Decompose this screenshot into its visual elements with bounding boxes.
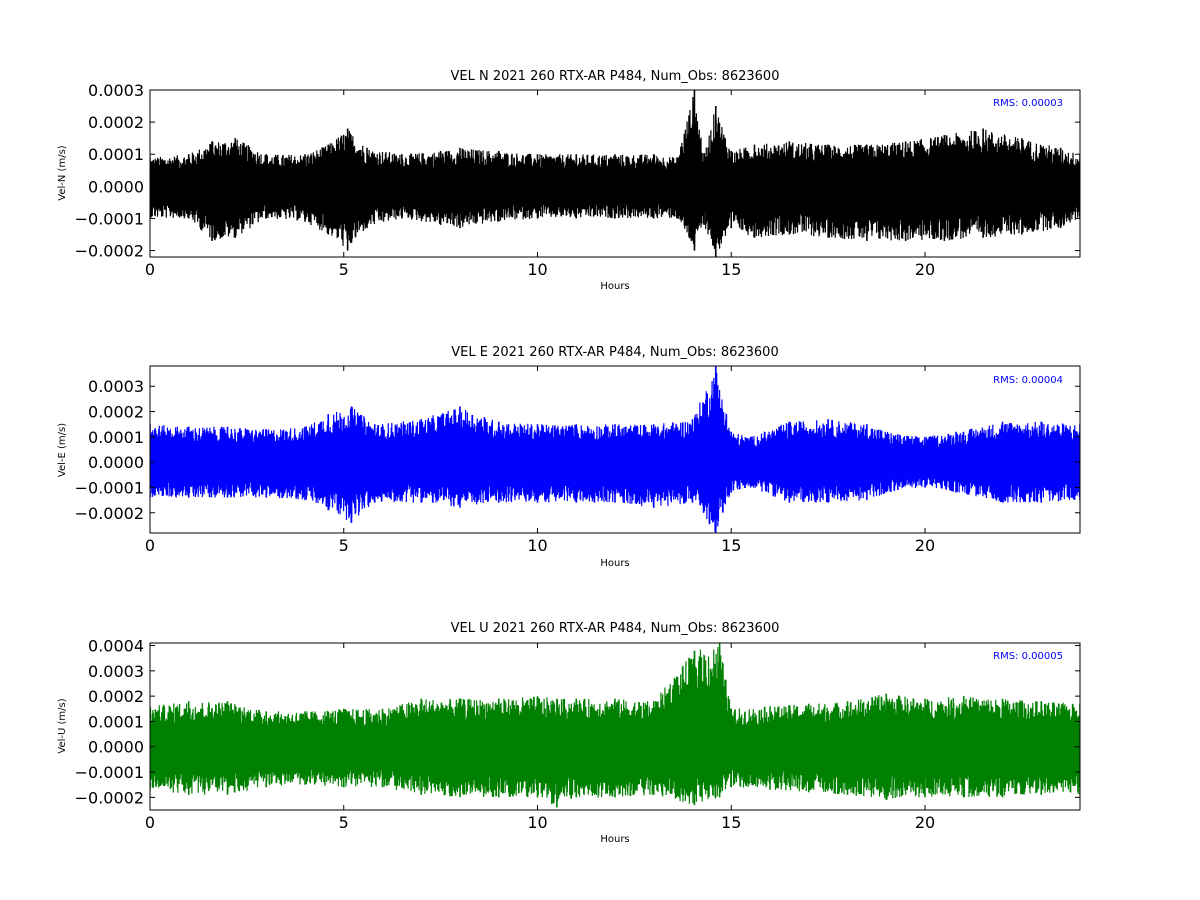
axes-frame — [149, 89, 1081, 258]
rms-annotation: RMS: 0.00003 — [993, 98, 1063, 109]
x-axis-ticks: 0 5 10 15 20 — [145, 643, 935, 832]
x-axis-ticks: 0 5 10 15 20 — [145, 366, 935, 555]
rms-annotation: RMS: 0.00005 — [993, 651, 1063, 662]
y-tick-label: −0.0002 — [75, 242, 144, 261]
y-tick-label: 0.0004 — [88, 637, 144, 656]
y-axis-label: Vel-U (m/s) — [57, 698, 68, 753]
x-tick-label: 20 — [915, 260, 935, 279]
vel-e-panel: VEL E 2021 260 RTX-AR P484, Num_Obs: 862… — [57, 345, 1081, 569]
x-axis-ticks: 0 5 10 15 20 — [145, 90, 935, 279]
axes-frame — [149, 365, 1081, 534]
x-axis-label: Hours — [600, 281, 629, 292]
x-tick-label: 5 — [339, 813, 349, 832]
y-tick-label: −0.0002 — [75, 788, 144, 807]
x-tick-label: 10 — [527, 260, 547, 279]
x-tick-label: 0 — [145, 536, 155, 555]
axes-frame — [149, 642, 1081, 811]
y-tick-label: 0.0001 — [88, 428, 144, 447]
plot-area — [150, 90, 1080, 257]
y-tick-label: 0.0000 — [88, 738, 144, 757]
y-tick-label: 0.0002 — [88, 687, 144, 706]
vel-n-panel: VEL N 2021 260 RTX-AR P484, Num_Obs: 862… — [57, 69, 1081, 292]
x-tick-label: 20 — [915, 813, 935, 832]
x-tick-label: 5 — [339, 536, 349, 555]
y-tick-label: 0.0000 — [88, 453, 144, 472]
vel-u-panel: VEL U 2021 260 RTX-AR P484, Num_Obs: 862… — [57, 621, 1081, 845]
y-tick-label: 0.0001 — [88, 145, 144, 164]
x-tick-label: 15 — [721, 260, 741, 279]
y-tick-label: 0.0003 — [88, 662, 144, 681]
x-tick-label: 10 — [527, 813, 547, 832]
x-tick-label: 0 — [145, 813, 155, 832]
x-axis-label: Hours — [600, 558, 629, 569]
y-axis-ticks: −0.0002 −0.0001 0.0000 0.0001 0.0002 0.0003 0.… — [75, 637, 1080, 807]
chart-title: VEL E 2021 260 RTX-AR P484, Num_Obs: 862… — [451, 345, 778, 360]
y-axis-ticks: −0.0002 −0.0001 0.0000 0.0001 0.0002 0.0003 — [75, 377, 1080, 523]
y-axis-ticks: −0.0002 −0.0001 0.0000 0.0001 0.0002 0.0003 — [75, 81, 1080, 261]
y-tick-label: 0.0002 — [88, 403, 144, 422]
x-tick-label: 0 — [145, 260, 155, 279]
y-axis-label: Vel-N (m/s) — [57, 145, 68, 200]
rms-annotation: RMS: 0.00004 — [993, 375, 1063, 386]
y-tick-label: −0.0002 — [75, 504, 144, 523]
y-tick-label: −0.0001 — [75, 763, 144, 782]
y-tick-label: 0.0002 — [88, 113, 144, 132]
x-tick-label: 15 — [721, 813, 741, 832]
y-tick-label: 0.0000 — [88, 177, 144, 196]
x-tick-label: 5 — [339, 260, 349, 279]
chart-title: VEL U 2021 260 RTX-AR P484, Num_Obs: 862… — [451, 621, 780, 636]
x-tick-label: 15 — [721, 536, 741, 555]
plot-area — [150, 366, 1080, 533]
y-tick-label: −0.0001 — [75, 478, 144, 497]
y-tick-label: 0.0003 — [88, 81, 144, 100]
y-tick-label: −0.0001 — [75, 209, 144, 228]
y-tick-label: 0.0001 — [88, 712, 144, 731]
y-axis-label: Vel-E (m/s) — [57, 423, 68, 477]
y-tick-label: 0.0003 — [88, 377, 144, 396]
plot-area — [150, 643, 1080, 808]
x-tick-label: 20 — [915, 536, 935, 555]
chart-title: VEL N 2021 260 RTX-AR P484, Num_Obs: 862… — [451, 69, 780, 84]
x-axis-label: Hours — [600, 834, 629, 845]
x-tick-label: 10 — [527, 536, 547, 555]
